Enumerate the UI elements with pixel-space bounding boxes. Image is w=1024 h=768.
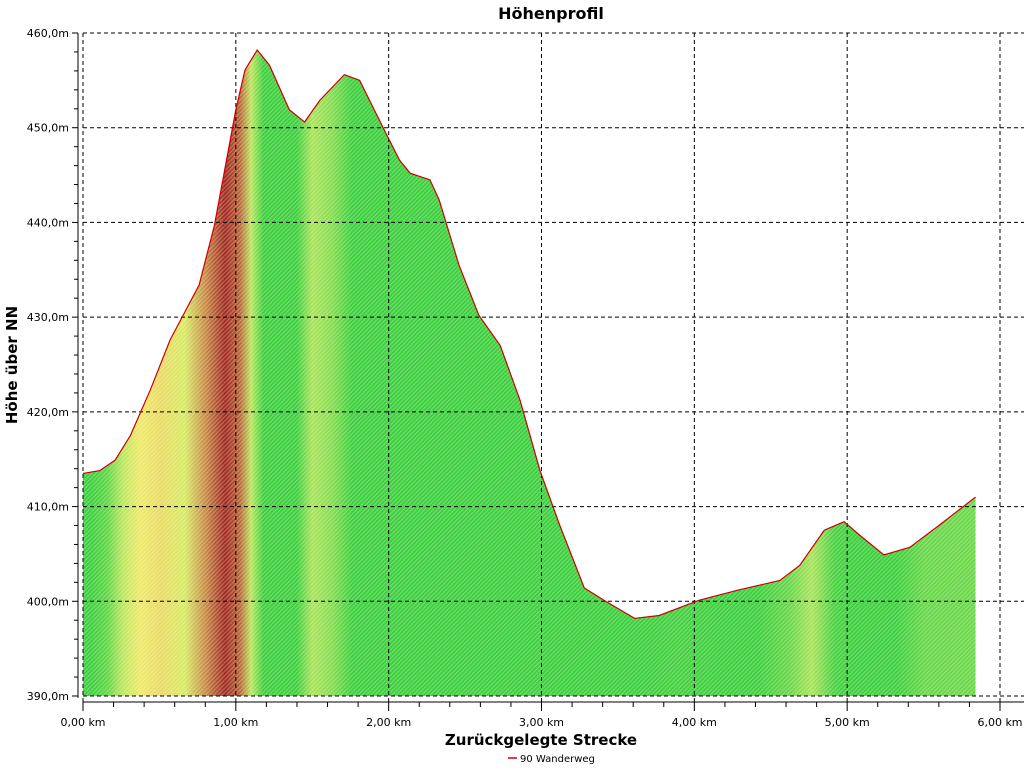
x-tick-label: 5,00 km bbox=[825, 716, 870, 729]
x-axis-title: Zurückgelegte Strecke bbox=[445, 731, 637, 749]
chart-title: Höhenprofil bbox=[498, 4, 604, 23]
elevation-line bbox=[82, 49, 976, 619]
x-tick-label: 1,00 km bbox=[213, 716, 258, 729]
x-tick-label: 4,00 km bbox=[672, 716, 717, 729]
area-fill bbox=[83, 50, 976, 696]
y-tick-label: 440,0m bbox=[27, 216, 69, 229]
y-tick-label: 450,0m bbox=[27, 122, 69, 135]
y-tick-label: 390,0m bbox=[27, 690, 69, 703]
legend-label: 90 Wanderweg bbox=[520, 754, 595, 765]
axes: 390,0m 400,0m 410,0m 420,0m 430,0m 440,0m 450,… bbox=[27, 27, 1024, 729]
y-tick-label: 410,0m bbox=[27, 501, 69, 514]
legend: 90 Wanderweg bbox=[508, 754, 595, 765]
y-tick-label: 460,0m bbox=[27, 27, 69, 40]
x-tick-label: 3,00 km bbox=[519, 716, 564, 729]
series-line bbox=[82, 49, 976, 619]
y-tick-label: 430,0m bbox=[27, 311, 69, 324]
y-axis-title: Höhe über NN bbox=[3, 306, 21, 424]
x-tick-label: 0,00 km bbox=[60, 716, 105, 729]
y-tick-label: 400,0m bbox=[27, 595, 69, 608]
x-tick-label: 6,00 km bbox=[977, 716, 1022, 729]
y-tick-label: 420,0m bbox=[27, 406, 69, 419]
x-tick-label: 2,00 km bbox=[366, 716, 411, 729]
area-hatch-overlay bbox=[83, 50, 976, 696]
